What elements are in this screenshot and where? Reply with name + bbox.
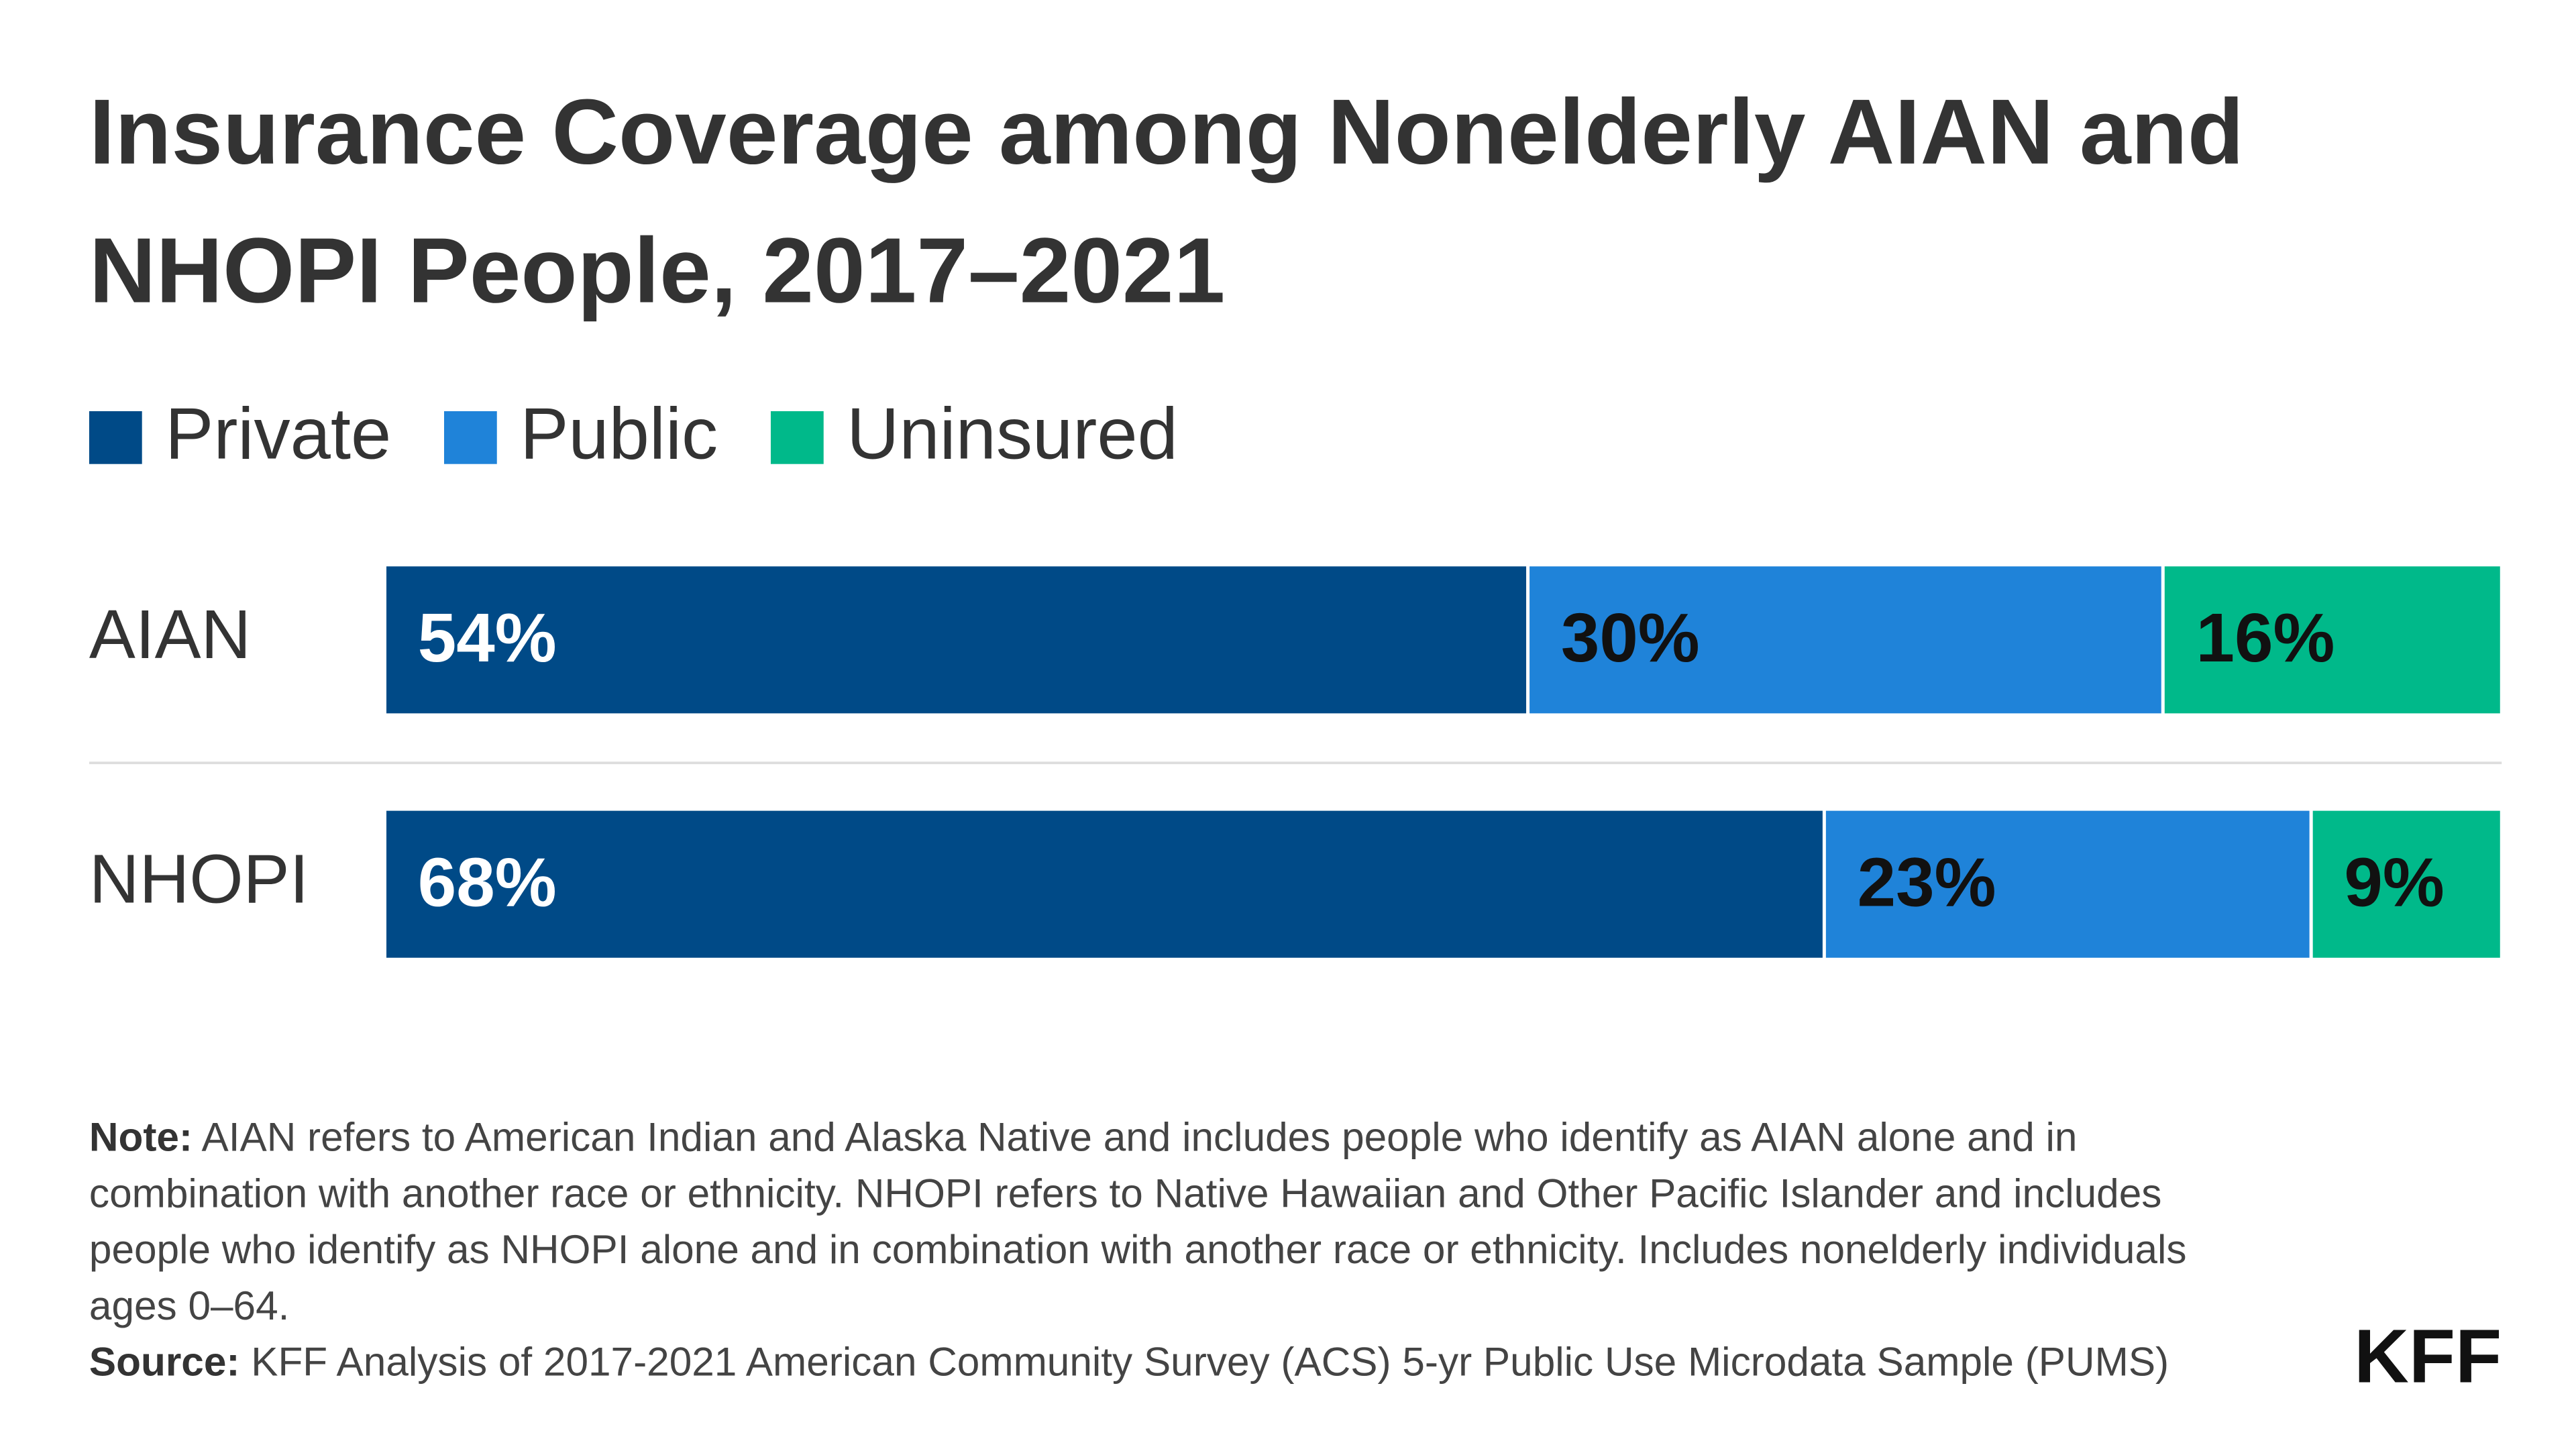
- source: Source: KFF Analysis of 2017-2021 Americ…: [89, 1336, 2236, 1392]
- chart-title: Insurance Coverage among Nonelderly AIAN…: [89, 79, 2244, 322]
- value-label: 30%: [1561, 598, 1700, 676]
- note-label: Note:: [89, 1116, 193, 1161]
- legend-swatch: [443, 411, 497, 464]
- source-text: KFF Analysis of 2017-2021 American Commu…: [251, 1340, 2169, 1386]
- bar-segment: [383, 807, 1826, 961]
- note-text: AIAN refers to American Indian and Alask…: [89, 1116, 2187, 1330]
- category-label: NHOPI: [89, 839, 309, 917]
- bar-segment: [2309, 807, 2504, 961]
- value-label: 9%: [2344, 843, 2444, 920]
- legend-swatch: [89, 411, 142, 464]
- legend-swatch: [770, 411, 824, 464]
- value-label: 16%: [2196, 598, 2335, 676]
- bar-segment: [1526, 563, 2165, 717]
- logo: KFF: [2354, 1313, 2502, 1399]
- value-label: 54%: [418, 598, 557, 676]
- category-label: AIAN: [89, 595, 251, 673]
- note-box: Note: AIAN refers to American Indian and…: [89, 1112, 2236, 1392]
- value-label: 23%: [1858, 843, 1996, 920]
- note: Note: AIAN refers to American Indian and…: [89, 1112, 2236, 1336]
- legend-label: Private: [165, 392, 391, 474]
- legend-label: Public: [520, 392, 718, 474]
- title-box: Insurance Coverage among Nonelderly AIAN…: [89, 79, 2244, 322]
- bar-segment: [383, 563, 1530, 717]
- bar-segment: [2161, 563, 2504, 717]
- value-label: 68%: [418, 843, 557, 920]
- legend-label: Uninsured: [847, 392, 1178, 474]
- source-label: Source:: [89, 1340, 240, 1386]
